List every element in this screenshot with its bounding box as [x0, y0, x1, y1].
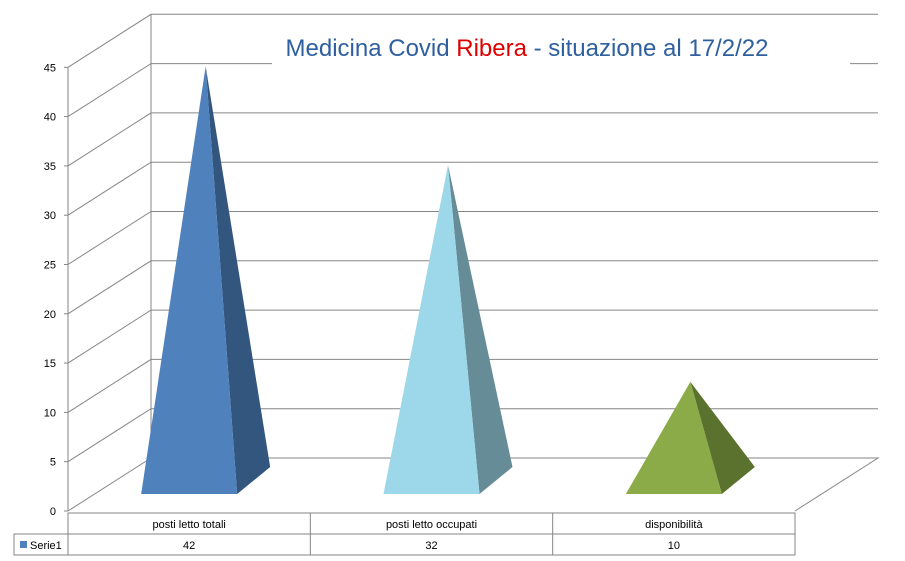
bar-1-front-face — [141, 66, 238, 494]
gridline-5 — [67, 408, 878, 463]
y-tick-label-40: 40 — [44, 112, 56, 124]
data-table: posti letto totali 42 posti letto occupati… — [13, 512, 796, 556]
x-category-label-2: posti letto occupati — [386, 519, 477, 531]
x-category-label-1: posti letto totali — [152, 519, 225, 531]
bar-3-side-face — [690, 381, 755, 494]
y-tick-label-0: 0 — [50, 506, 56, 518]
data-value-label-2: 32 — [425, 540, 437, 552]
y-tick-label-5: 5 — [50, 457, 56, 469]
gridline-35 — [67, 112, 878, 167]
y-tick-label-25: 25 — [44, 260, 56, 272]
y-axis: 0 5 10 15 20 25 30 35 40 45 — [44, 62, 69, 518]
bar-2-front-face — [383, 164, 480, 495]
chart-title-part-1: Medicina Covid — [286, 35, 457, 62]
bar-2 — [383, 164, 513, 495]
bars-layer — [141, 66, 755, 495]
title-background — [272, 22, 850, 74]
gridline-20 — [67, 260, 878, 315]
gridline-25 — [67, 211, 878, 265]
bar-1 — [141, 66, 271, 494]
bar-3-front-face — [625, 381, 722, 494]
chart-title: Medicina Covid Ribera - situazione al 17… — [286, 35, 769, 62]
y-tick-label-15: 15 — [44, 358, 56, 370]
chart-title-part-2: Ribera — [456, 35, 527, 62]
y-tick-label-35: 35 — [44, 161, 56, 173]
bar-3 — [625, 381, 755, 494]
gridline-45 — [67, 13, 878, 68]
bar-2-side-face — [448, 164, 513, 495]
y-tick-label-20: 20 — [44, 309, 56, 321]
data-value-label-3: 10 — [668, 540, 680, 552]
chart-title-layer: Medicina Covid Ribera - situazione al 17… — [272, 22, 850, 74]
x-category-label-3: disponibilità — [645, 519, 703, 531]
floor-outline — [67, 457, 880, 512]
gridline-30 — [67, 161, 878, 216]
legend-key — [20, 541, 27, 548]
table-data-row — [13, 533, 796, 556]
y-tick-label-30: 30 — [44, 210, 56, 222]
chart-title-part-3: - situazione al 17/2/22 — [527, 35, 769, 62]
y-tick-label-45: 45 — [44, 62, 56, 74]
bar-1-side-face — [205, 66, 271, 494]
gridline-15 — [67, 309, 878, 364]
legend-series-name: Serie1 — [30, 540, 62, 552]
y-tick-label-10: 10 — [44, 407, 56, 419]
data-value-label-1: 42 — [183, 540, 195, 552]
gridline-10 — [67, 358, 878, 413]
